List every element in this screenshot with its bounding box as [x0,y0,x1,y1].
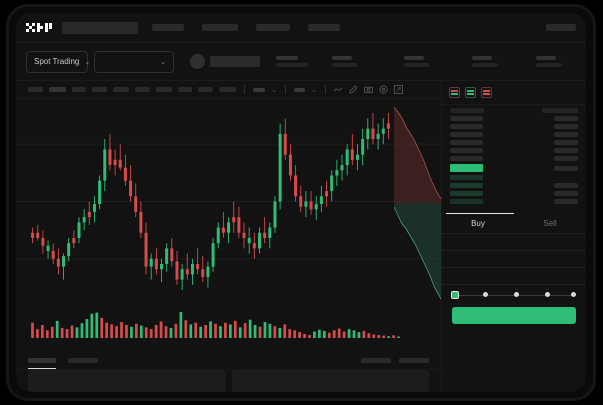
orderbook-panel: Buy Sell [441,81,586,392]
orderbook-header-row [442,105,586,115]
nav-item-2[interactable] [256,24,290,31]
bottom-tab-0[interactable] [28,358,56,369]
timeframe-4[interactable] [113,87,129,92]
camera-icon[interactable] [363,85,373,94]
pencil-icon[interactable] [349,85,358,94]
header-account-block[interactable] [546,24,576,31]
orderbook-ask-row[interactable] [442,123,586,131]
market-bar: Spot Trading ⌄ ⌄ [16,43,586,81]
avatar [190,54,205,69]
okx-logo-icon[interactable] [26,23,52,32]
market-stat-3 [472,56,498,67]
slider-stop-4[interactable] [571,292,576,297]
timeframe-3[interactable] [92,87,107,92]
orderbook-bid-row[interactable] [442,182,586,190]
orderbook-ask-row[interactable] [442,115,586,123]
header-search-input[interactable] [62,21,138,34]
tab-buy[interactable]: Buy [471,218,485,228]
tab-sell[interactable]: Sell [543,218,557,228]
order-field-0[interactable] [442,234,586,251]
trading-mode-label: Spot Trading [34,57,80,66]
active-tab-underline [446,212,514,214]
orderbook-both-icon[interactable] [449,87,460,98]
toolbar-divider [244,85,245,94]
bottom-card-0[interactable] [28,370,226,392]
slider-stop-2[interactable] [514,292,519,297]
orderbook-bid-row[interactable] [442,174,586,182]
pair-dropdown[interactable]: ⌄ [94,50,174,73]
order-form-tabs: Buy Sell [442,212,586,234]
chart-toolbar: ⌄ ⌄ [16,81,441,99]
toolbar-divider [324,85,326,94]
candlestick-chart[interactable] [16,99,441,304]
timeframe-5[interactable] [135,87,150,92]
pair-name-placeholder [210,56,260,67]
orderbook-spread-row [442,163,586,174]
line-chart-icon[interactable] [333,85,343,94]
app-screen: Spot Trading ⌄ ⌄ [16,13,586,392]
orderbook-bids-icon[interactable] [465,87,476,98]
orderbook-ask-row[interactable] [442,139,586,147]
bottom-cards [16,370,441,392]
nav-item-1[interactable] [202,24,238,31]
timeframe-8[interactable] [198,87,213,92]
orderbook-bid-row[interactable] [442,198,586,206]
timeframe-6[interactable] [156,87,172,92]
trading-mode-dropdown[interactable]: Spot Trading ⌄ [26,50,91,73]
bottom-tab-1[interactable] [68,358,98,363]
market-stat-0 [276,56,308,67]
orderbook-asks-icon[interactable] [481,87,492,98]
bottom-tabs [16,352,441,370]
indicator-label[interactable] [253,87,265,92]
bottom-action-0[interactable] [361,358,391,363]
timeframe-7[interactable] [178,87,192,92]
timeframe-0[interactable] [28,87,43,92]
fullscreen-icon[interactable] [393,85,403,94]
spread-bar [450,164,483,172]
chevron-down-icon: ⌄ [84,58,91,66]
orderbook-ask-row[interactable] [442,155,586,163]
depth-chart [394,103,441,303]
market-stat-4 [536,56,562,67]
nav-item-0[interactable] [152,24,184,31]
device-frame: Spot Trading ⌄ ⌄ [6,4,596,401]
market-stat-1 [332,56,358,67]
order-field-1[interactable] [442,251,586,268]
nav-item-3[interactable] [308,24,340,31]
orderbook-ask-row[interactable] [442,131,586,139]
toolbar-divider [284,85,286,94]
chevron-down-icon[interactable]: ⌄ [310,86,317,94]
volume-svg [31,312,400,338]
charttype-label[interactable] [293,87,305,92]
timeframe-2[interactable] [72,87,86,92]
depth-svg [394,106,441,300]
orderbook-bid-row[interactable] [442,190,586,198]
chevron-down-icon[interactable]: ⌄ [271,86,277,94]
orderbook-view-toggles [442,81,586,105]
timeframe-9[interactable] [219,87,236,92]
candlestick-svg [16,113,441,290]
bottom-card-1[interactable] [231,370,429,392]
chevron-down-icon: ⌄ [160,58,166,66]
slider-stop-3[interactable] [545,292,550,297]
settings-icon[interactable] [379,85,388,94]
orderbook-ask-row[interactable] [442,147,586,155]
active-tab-underline [28,368,56,369]
volume-chart [16,304,441,352]
market-stat-2 [404,56,430,67]
slider-stop-1[interactable] [483,292,488,297]
order-field-2[interactable] [442,268,586,285]
slider-handle[interactable] [451,290,459,299]
bottom-action-1[interactable] [399,358,429,363]
timeframe-1[interactable] [49,87,66,92]
top-header [16,13,586,43]
submit-order-button[interactable] [452,306,576,324]
amount-slider[interactable] [451,290,576,301]
